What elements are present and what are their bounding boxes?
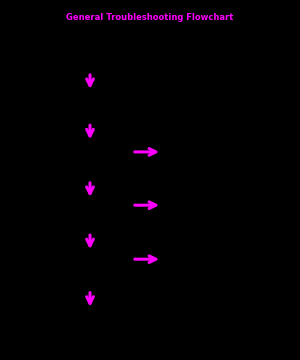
Text: General Troubleshooting Flowchart: General Troubleshooting Flowchart [66,13,234,22]
Text: Troubleshooting: Troubleshooting [274,190,283,251]
Text: 7: 7 [275,171,281,180]
